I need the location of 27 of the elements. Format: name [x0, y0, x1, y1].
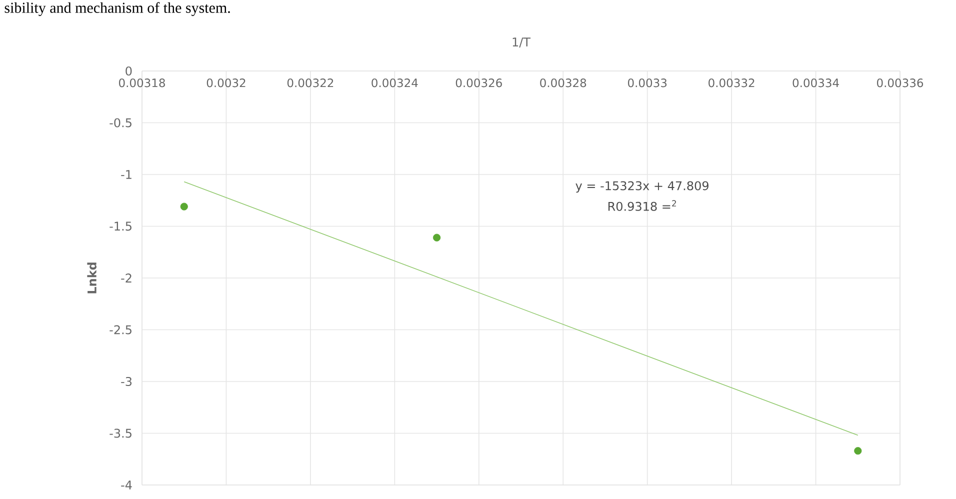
y-axis-title: Lnkd [87, 262, 96, 294]
y-tick-label: -4 [121, 480, 132, 490]
y-tick-label: 0 [126, 66, 132, 76]
x-tick-label: 0.00334 [792, 78, 839, 88]
y-tick-label: -1.5 [110, 222, 132, 231]
annotation: R0.9318 =$^{2}$ [608, 200, 676, 211]
x-axis-title: 1/T [512, 38, 531, 48]
y-tick-label: -3 [121, 376, 132, 386]
point [180, 202, 188, 210]
x-tick-label: 0.00328 [540, 78, 586, 88]
y-tick-label: -1 [121, 170, 132, 179]
y-tick-label: -3.5 [110, 428, 132, 438]
x-tick-label: 0.0033 [628, 78, 667, 88]
y-tick-label: -2.5 [110, 325, 132, 334]
point [432, 234, 441, 242]
text: sibility and mechanism of the system. [4, 2, 230, 16]
y-tick-label: -2 [121, 274, 132, 282]
x-tick-label: 0.00326 [456, 78, 502, 88]
x-tick-label: 0.00322 [287, 78, 334, 88]
x-tick-label: 0.00332 [708, 78, 754, 88]
annotation: y = -15323x + 47.809 [576, 181, 708, 193]
y-tick-label: -0.5 [110, 118, 132, 128]
point [854, 447, 862, 455]
x-tick-label: 0.00324 [372, 78, 418, 88]
x-tick-label: 0.00336 [877, 78, 924, 88]
x-tick-label: 0.00318 [119, 78, 165, 88]
x-tick-label: 0.0032 [206, 78, 246, 88]
